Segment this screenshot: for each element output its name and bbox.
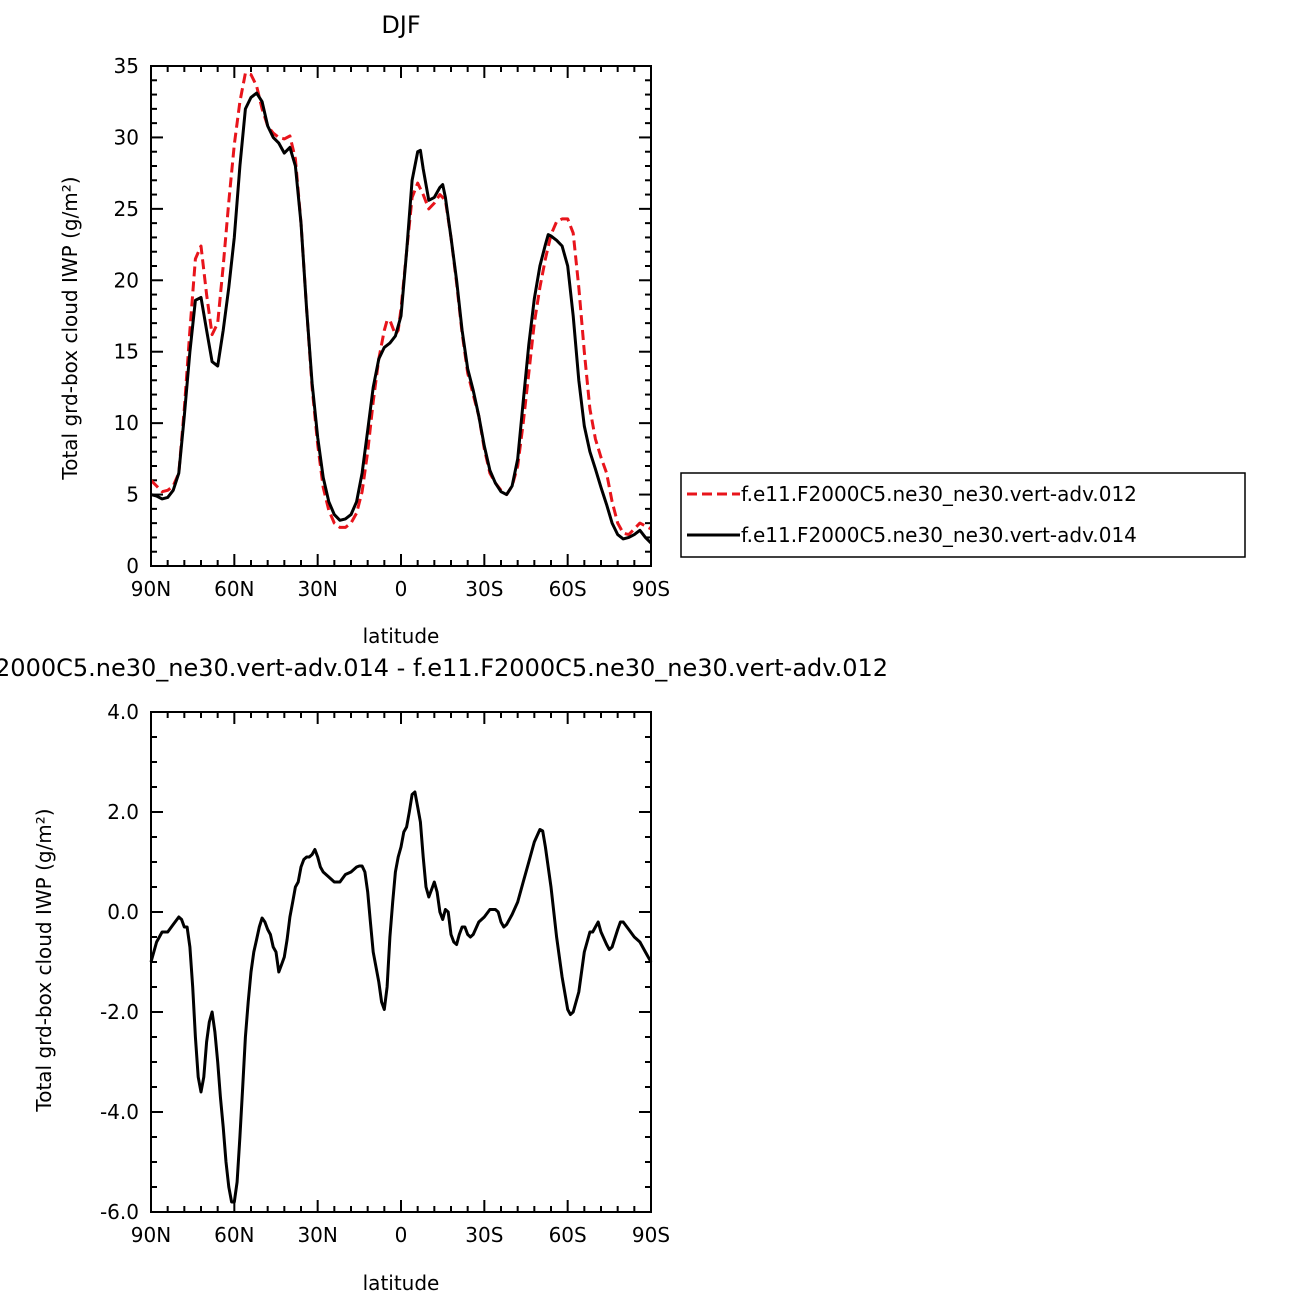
top-chart-title: DJF <box>381 11 420 39</box>
y-tick-label: 35 <box>114 54 139 78</box>
top-panel: DJF 90N 60N 30N 0 30S 60S 90S 0 5 10 15 20 25 30 35 l… <box>58 11 1246 648</box>
bottom-ticks <box>150 711 652 1213</box>
bottom-series-line-0 <box>149 790 653 1204</box>
x-tick-label: 30N <box>297 1223 337 1247</box>
y-tick-label: 0.0 <box>107 900 139 924</box>
top-series-line-1 <box>150 91 653 545</box>
y-tick-label: 15 <box>114 340 139 364</box>
bottom-y-axis-label: Total grd-box cloud IWP (g/m²) <box>32 808 56 1112</box>
x-tick-label: 0 <box>395 577 408 601</box>
x-tick-label: 60S <box>549 577 587 601</box>
x-tick-label: 60N <box>214 1223 254 1247</box>
legend-box <box>680 472 1246 558</box>
y-tick-label: 10 <box>114 411 139 435</box>
top-y-axis-label: Total grd-box cloud IWP (g/m²) <box>58 176 82 480</box>
x-tick-label: 60S <box>549 1223 587 1247</box>
x-tick-label: 0 <box>395 1223 408 1247</box>
bottom-x-tick-labels: 90N 60N 30N 0 30S 60S 90S <box>131 1223 670 1247</box>
x-tick-label: 30S <box>465 1223 503 1247</box>
x-tick-label: 90S <box>632 577 670 601</box>
bottom-panel: f.e11.F2000C5.ne30_ne30.vert-adv.014 - f… <box>0 654 888 1295</box>
bottom-chart-title: f.e11.F2000C5.ne30_ne30.vert-adv.014 - f… <box>0 654 888 682</box>
x-tick-label: 30N <box>297 577 337 601</box>
y-tick-label: -2.0 <box>100 1000 139 1024</box>
legend-label-012: f.e11.F2000C5.ne30_ne30.vert-adv.012 <box>741 482 1137 506</box>
y-tick-label: 4.0 <box>107 700 139 724</box>
top-series-group <box>149 71 653 545</box>
x-tick-label: 90N <box>131 1223 171 1247</box>
legend-label-014: f.e11.F2000C5.ne30_ne30.vert-adv.014 <box>741 523 1137 547</box>
bottom-plot-frame <box>150 711 652 1213</box>
y-tick-label: 25 <box>114 197 139 221</box>
y-tick-label: 30 <box>114 125 139 149</box>
bottom-series-group <box>149 790 653 1204</box>
top-plot-frame <box>150 65 652 567</box>
top-x-tick-labels: 90N 60N 30N 0 30S 60S 90S <box>131 577 670 601</box>
bottom-x-axis-label: latitude <box>363 1271 440 1295</box>
y-tick-label: 0 <box>126 554 139 578</box>
x-tick-label: 90S <box>632 1223 670 1247</box>
y-tick-label: -4.0 <box>100 1100 139 1124</box>
y-tick-label: 2.0 <box>107 800 139 824</box>
y-tick-label: 5 <box>126 483 139 507</box>
x-tick-label: 60N <box>214 577 254 601</box>
y-tick-label: 20 <box>114 268 139 292</box>
top-x-axis-label: latitude <box>363 624 440 648</box>
x-tick-label: 90N <box>131 577 171 601</box>
y-tick-label: -6.0 <box>100 1200 139 1224</box>
bottom-y-tick-labels: -6.0 -4.0 -2.0 0.0 2.0 4.0 <box>100 700 139 1224</box>
legend: f.e11.F2000C5.ne30_ne30.vert-adv.012 f.e… <box>680 472 1246 558</box>
x-tick-label: 30S <box>465 577 503 601</box>
top-y-tick-labels: 0 5 10 15 20 25 30 35 <box>114 54 139 578</box>
